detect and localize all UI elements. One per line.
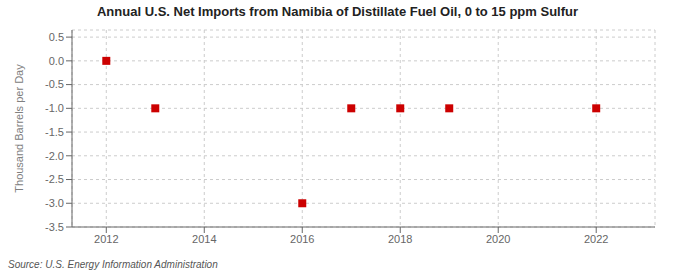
html-text:Annual U.S. Net Imports from N: Annual U.S. Net Imports from Namibia of …: [97, 4, 578, 19]
svg-text:0.5: 0.5: [49, 31, 64, 43]
svg-text:Thousand Barrels per Day: Thousand Barrels per Day: [13, 64, 25, 193]
svg-text:-3.5: -3.5: [45, 221, 64, 233]
svg-text:-2.0: -2.0: [45, 150, 64, 162]
svg-text:-1.0: -1.0: [45, 102, 64, 114]
svg-text:2022: 2022: [584, 233, 608, 245]
svg-text:2020: 2020: [486, 233, 510, 245]
svg-text:-1.5: -1.5: [45, 126, 64, 138]
html-text:Source: U.S. Energy Informatio: Source: U.S. Energy Information Administ…: [8, 259, 218, 270]
svg-text:-3.0: -3.0: [45, 197, 64, 209]
svg-text:2016: 2016: [290, 233, 314, 245]
svg-text:2012: 2012: [94, 233, 118, 245]
svg-text:2018: 2018: [388, 233, 412, 245]
svg-text:-2.5: -2.5: [45, 173, 64, 185]
svg-text:-0.5: -0.5: [45, 78, 64, 90]
svg-text:0.0: 0.0: [49, 55, 64, 67]
svg-text:2014: 2014: [192, 233, 216, 245]
